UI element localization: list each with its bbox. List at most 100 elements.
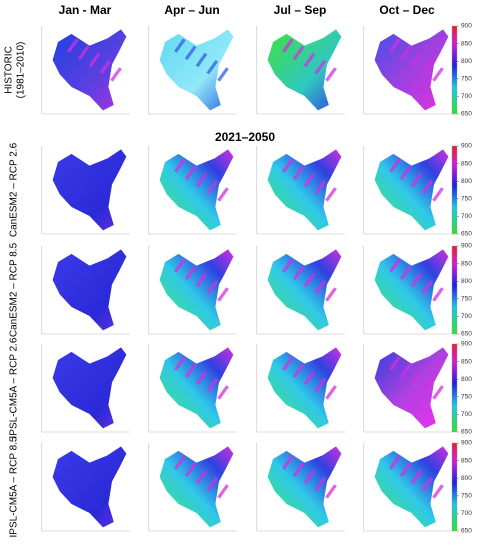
colorbar-tick-label: 650 [461, 111, 472, 118]
basin-map [159, 347, 234, 429]
column-header: Apr – Jun [164, 3, 219, 17]
colorbar-tick-label: 650 [461, 528, 472, 535]
map-panel [41, 245, 131, 335]
river-band [88, 52, 101, 68]
river-band [184, 265, 197, 280]
river-band [325, 187, 337, 202]
basin-map [267, 446, 342, 528]
map-panel [256, 145, 346, 235]
river-band [399, 265, 412, 280]
map-panel [363, 25, 453, 115]
colorbar-tick-label: 900 [461, 440, 472, 447]
basin-map [52, 249, 127, 331]
river-band [292, 165, 305, 180]
colorbar-tick-label: 750 [461, 493, 472, 500]
river-band [206, 180, 219, 195]
basin-map [159, 149, 234, 231]
colorbar-tick-label: 700 [461, 411, 472, 418]
river-band [184, 165, 197, 180]
river-band [421, 378, 434, 393]
column-header: Jan - Mar [59, 3, 112, 17]
colorbar [451, 145, 458, 235]
river-band [421, 180, 434, 195]
river-band [206, 280, 219, 295]
basin-map [159, 446, 234, 528]
colorbar [451, 25, 458, 115]
river-band [99, 60, 112, 75]
map-panel [256, 245, 346, 335]
river-band [282, 455, 294, 470]
river-band [282, 158, 294, 173]
river-band [292, 462, 305, 477]
river-band [303, 272, 316, 288]
river-band [217, 484, 229, 499]
river-band [217, 67, 229, 82]
map-panel [363, 343, 453, 433]
basin-map [52, 149, 127, 231]
map-panel [148, 343, 238, 433]
river-band [195, 172, 208, 188]
river-band [292, 265, 305, 280]
river-band [217, 385, 229, 400]
colorbar [451, 442, 458, 532]
colorbar-tick-label: 850 [461, 260, 472, 267]
river-band [399, 363, 412, 378]
map-panel [41, 25, 131, 115]
river-band [325, 67, 337, 82]
river-band [174, 158, 186, 173]
row-label: HISTORIC [4, 46, 15, 94]
river-band [195, 52, 208, 68]
row-label: CanESM2 – RCP 8.5 [9, 242, 20, 337]
colorbar [451, 245, 458, 335]
river-band [389, 38, 401, 53]
colorbar-tick-label: 900 [461, 23, 472, 30]
colorbar-tick-label: 750 [461, 296, 472, 303]
river-band [195, 469, 208, 485]
river-band [389, 356, 401, 371]
river-band [410, 172, 423, 188]
colorbar-tick-label: 700 [461, 213, 472, 220]
colorbar-tick-label: 900 [461, 341, 472, 348]
colorbar-tick-label: 850 [461, 160, 472, 167]
basin-map [159, 29, 234, 111]
row-label: IPSL-CM5A – RCP 8.5 [9, 436, 20, 537]
colorbar-tick-label: 800 [461, 58, 472, 65]
basin-map [267, 149, 342, 231]
river-band [410, 370, 423, 386]
colorbar-tick-label: 750 [461, 196, 472, 203]
river-band [432, 187, 444, 202]
row-label: CanESM2 – RCP 2.6 [9, 142, 20, 237]
map-panel [41, 343, 131, 433]
river-band [325, 484, 337, 499]
basin-map [374, 347, 449, 429]
colorbar-tick-label: 700 [461, 510, 472, 517]
colorbar-tick-label: 800 [461, 475, 472, 482]
river-band [325, 287, 337, 302]
river-band [195, 272, 208, 288]
colorbar-tick-label: 700 [461, 313, 472, 320]
river-band [410, 52, 423, 68]
river-band [195, 370, 208, 386]
river-band [303, 370, 316, 386]
river-band [174, 38, 186, 53]
colorbar-tick-label: 650 [461, 429, 472, 436]
basin-map [52, 347, 127, 429]
colorbar-tick-label: 850 [461, 457, 472, 464]
basin-map [159, 249, 234, 331]
river-band [314, 477, 327, 492]
basin-map [52, 446, 127, 528]
map-panel [363, 245, 453, 335]
colorbar-tick-label: 750 [461, 394, 472, 401]
map-panel [41, 442, 131, 532]
river-band [432, 385, 444, 400]
colorbar-tick-label: 850 [461, 358, 472, 365]
river-band [282, 258, 294, 273]
colorbar [451, 343, 458, 433]
river-band [314, 280, 327, 295]
river-band [282, 356, 294, 371]
basin-map [374, 29, 449, 111]
river-band [282, 38, 294, 53]
river-band [432, 287, 444, 302]
map-panel [148, 25, 238, 115]
